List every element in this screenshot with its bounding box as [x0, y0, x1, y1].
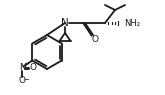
- Text: −: −: [23, 76, 29, 82]
- Text: O: O: [30, 63, 37, 72]
- Text: NH₂: NH₂: [124, 19, 140, 27]
- Text: O: O: [19, 76, 26, 85]
- Text: +: +: [24, 61, 29, 66]
- Text: N: N: [19, 63, 26, 72]
- Text: N: N: [61, 18, 69, 28]
- Text: O: O: [92, 34, 99, 44]
